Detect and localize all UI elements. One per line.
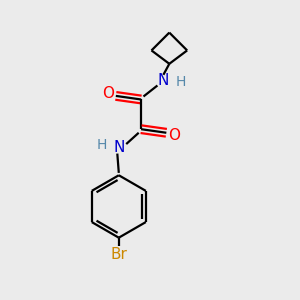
Text: N: N [113, 140, 124, 154]
Text: O: O [168, 128, 180, 142]
Text: H: H [96, 138, 107, 152]
Text: O: O [102, 86, 114, 101]
Text: Br: Br [110, 247, 127, 262]
Text: N: N [158, 73, 169, 88]
Text: H: H [176, 75, 186, 88]
